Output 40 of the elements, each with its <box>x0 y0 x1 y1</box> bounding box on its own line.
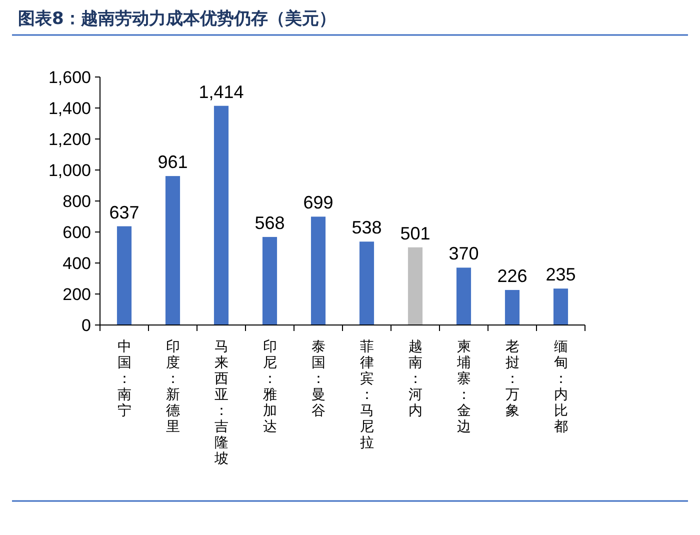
bar <box>504 290 520 325</box>
data-label: 637 <box>109 202 140 222</box>
data-label: 235 <box>546 264 576 285</box>
bar <box>214 106 229 325</box>
x-tick-label: 越南：河内 <box>408 339 422 419</box>
x-tick-label: 中国：南宁 <box>117 339 132 419</box>
data-label: 370 <box>448 244 479 264</box>
y-tick-label: 0 <box>82 316 91 335</box>
y-tick-label: 600 <box>62 222 91 242</box>
bar <box>408 247 423 325</box>
data-label: 961 <box>158 152 188 172</box>
bar <box>165 176 180 325</box>
y-tick-label: 400 <box>62 254 91 273</box>
bar <box>310 216 326 325</box>
bar <box>553 288 568 325</box>
x-tick-label: 老挝：万象 <box>505 339 520 419</box>
bar <box>456 268 472 325</box>
data-label: 568 <box>254 212 285 233</box>
y-tick-label: 1,400 <box>48 98 91 118</box>
data-label: 1,414 <box>198 82 244 102</box>
x-tick-label: 缅甸：内比都 <box>554 339 568 435</box>
bar <box>359 242 374 325</box>
x-tick-label: 印度：新德里 <box>166 339 180 435</box>
x-tick-label: 柬埔寨：金边 <box>456 339 471 435</box>
y-tick-label: 800 <box>62 192 91 211</box>
x-tick-label: 菲律宾：马尼拉 <box>360 339 374 451</box>
bar <box>262 236 278 325</box>
data-label: 538 <box>352 218 382 238</box>
y-tick-label: 1,200 <box>48 130 91 149</box>
y-tick-label: 200 <box>62 284 91 304</box>
x-tick-label: 马来西亚：吉隆坡 <box>213 339 228 467</box>
x-tick-label: 泰国：曼谷 <box>311 339 326 419</box>
y-tick-label: 1,600 <box>48 68 91 87</box>
y-tick-label: 1,000 <box>48 160 91 180</box>
chart-title: 图表8：越南劳动力成本优势仍存（美元） <box>18 9 336 29</box>
x-tick-label: 印尼：雅加达 <box>262 339 277 435</box>
bar <box>116 226 132 325</box>
data-label: 501 <box>400 223 430 244</box>
data-label: 226 <box>497 266 528 286</box>
data-label: 699 <box>303 192 334 213</box>
